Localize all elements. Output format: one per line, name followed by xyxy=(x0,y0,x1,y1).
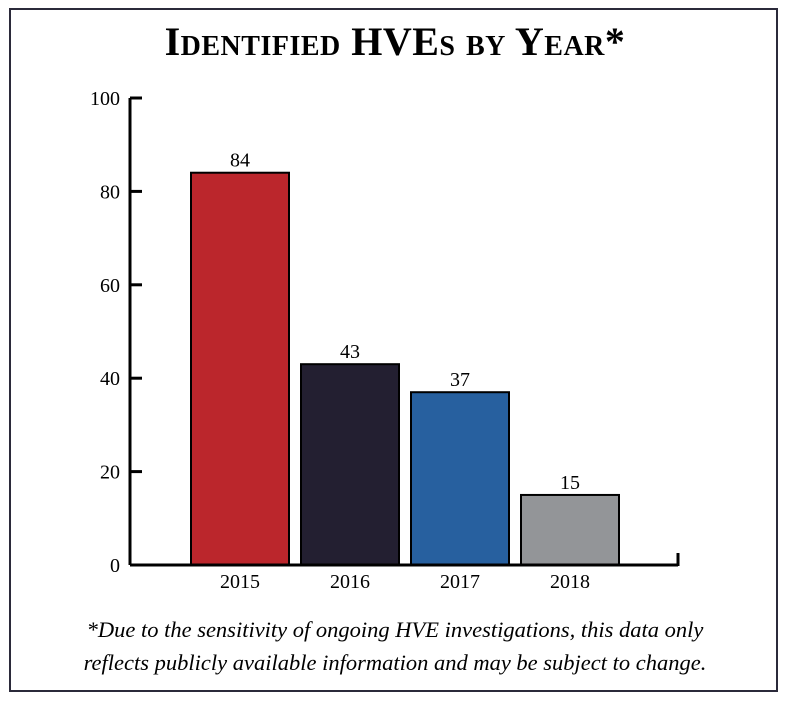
footnote-line-2: reflects publicly available information … xyxy=(83,650,707,675)
category-label-2018: 2018 xyxy=(550,571,590,593)
footnote: *Due to the sensitivity of ongoing HVE i… xyxy=(0,613,790,679)
chart-title: Identified HVEs by Year* xyxy=(164,19,626,64)
bar-2015 xyxy=(190,171,290,566)
y-tick-label-40: 40 xyxy=(100,368,120,390)
y-tick-label-60: 60 xyxy=(100,275,120,297)
category-label-2016: 2016 xyxy=(330,571,370,593)
chart-frame xyxy=(9,8,778,692)
footnote-line-1: *Due to the sensitivity of ongoing HVE i… xyxy=(86,617,704,642)
y-tick-label-100: 100 xyxy=(90,88,120,110)
value-label-2017: 37 xyxy=(450,369,470,391)
y-tick-label-0: 0 xyxy=(110,555,120,577)
y-tick-label-20: 20 xyxy=(100,462,120,484)
bar-2018 xyxy=(520,493,620,567)
bar-2017 xyxy=(410,391,510,566)
category-label-2017: 2017 xyxy=(440,571,480,593)
bar-2016 xyxy=(300,363,400,566)
value-label-2018: 15 xyxy=(560,472,580,494)
value-label-2016: 43 xyxy=(340,341,360,363)
y-tick-label-80: 80 xyxy=(100,181,120,203)
value-label-2015: 84 xyxy=(230,150,250,172)
category-label-2015: 2015 xyxy=(220,571,260,593)
